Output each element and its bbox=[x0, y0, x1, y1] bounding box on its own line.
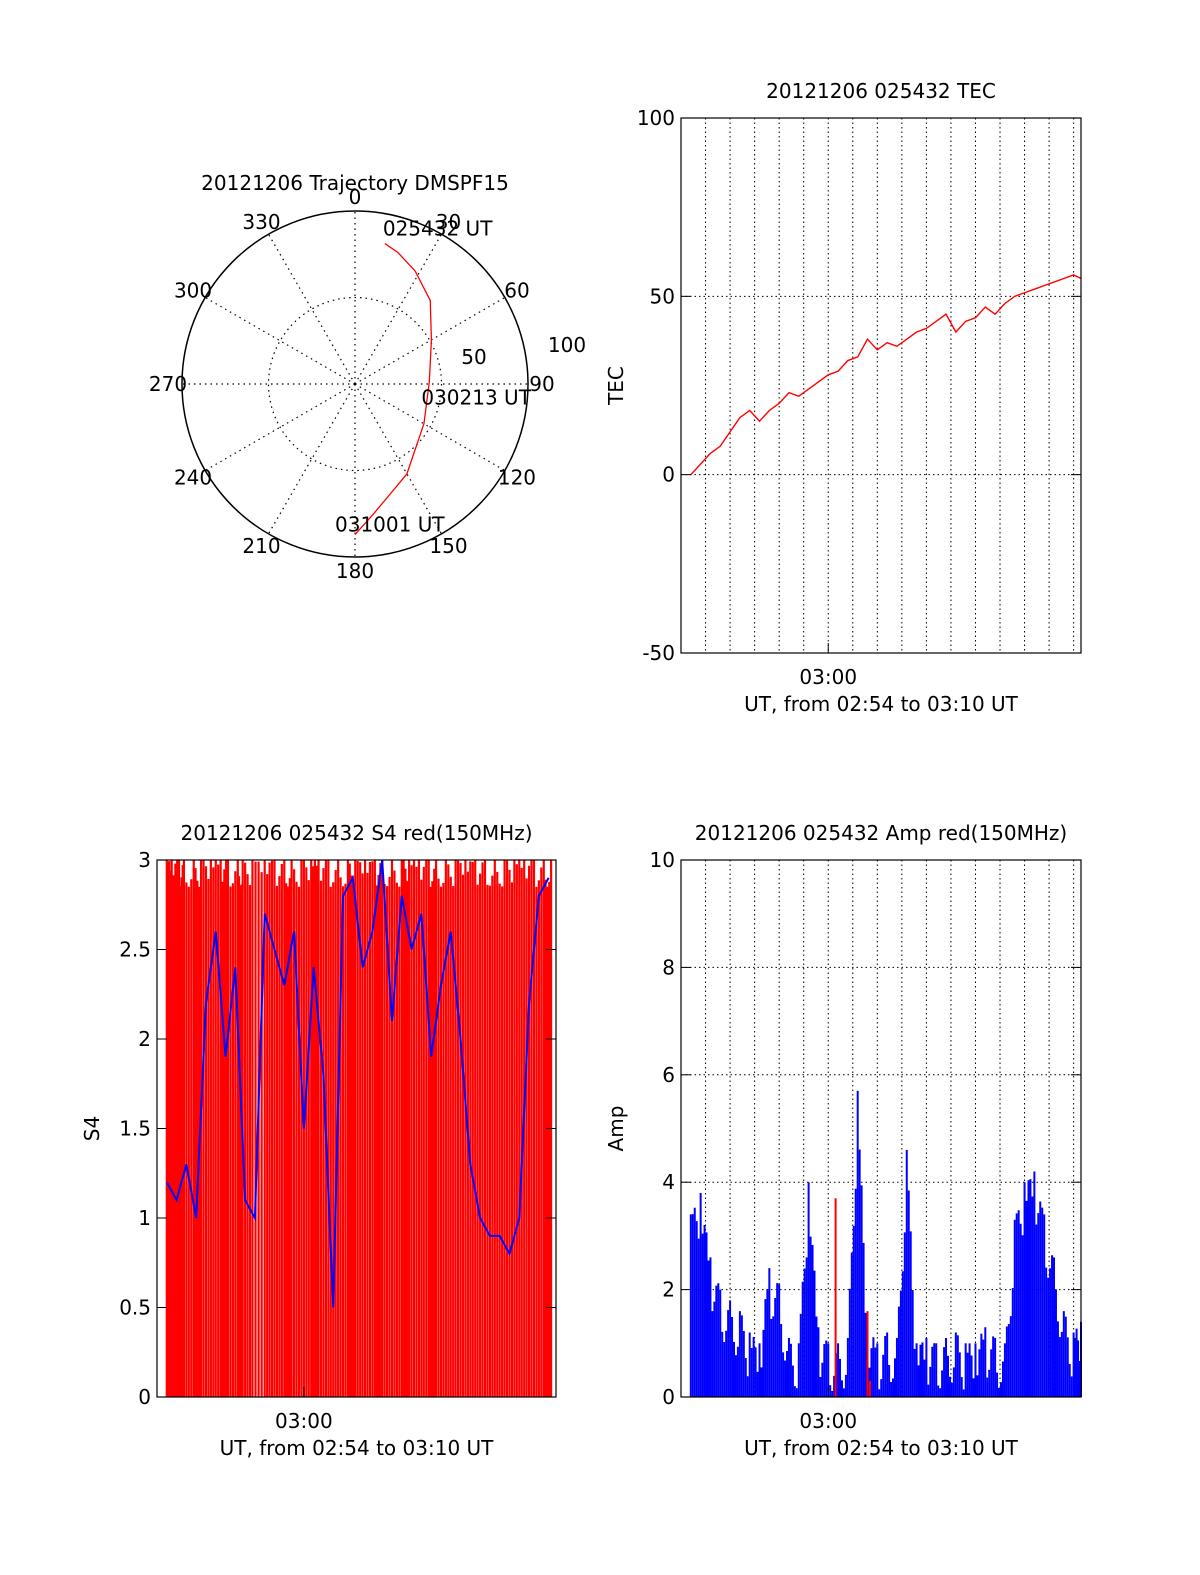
x-tick-label: 03:00 bbox=[275, 1409, 333, 1433]
polar-angle-label: 330 bbox=[242, 210, 280, 234]
plot-frame bbox=[680, 859, 1082, 1398]
x-axis-label: UT, from 02:54 to 03:10 UT bbox=[220, 1436, 495, 1460]
polar-grid-spoke bbox=[267, 233, 356, 385]
x-axis-label: UT, from 02:54 to 03:10 UT bbox=[744, 1436, 1019, 1460]
polar-angle-label: 120 bbox=[498, 466, 536, 490]
trajectory-line bbox=[354, 243, 433, 535]
plot-frame bbox=[680, 117, 1082, 654]
y-tick-label: 1 bbox=[138, 1206, 151, 1230]
polar-grid-spoke bbox=[354, 383, 443, 535]
chart-title: 20121206 025432 TEC bbox=[766, 79, 996, 103]
polar-angle-label: 0 bbox=[349, 185, 362, 209]
chart-title: 20121206 025432 Amp red(150MHz) bbox=[695, 821, 1067, 845]
polar-angle-label: 180 bbox=[336, 559, 374, 583]
polar-grid-spoke bbox=[267, 383, 356, 535]
polar-title: 20121206 Trajectory DMSPF15 bbox=[201, 171, 509, 195]
y-tick-label: 100 bbox=[637, 106, 675, 130]
x-axis-label: UT, from 02:54 to 03:10 UT bbox=[744, 692, 1019, 716]
polar-radius-label: 50 bbox=[461, 345, 486, 369]
polar-angle-label: 210 bbox=[242, 534, 280, 558]
y-tick-label: 4 bbox=[662, 1170, 675, 1194]
polar-radius-label: 100 bbox=[548, 333, 586, 357]
polar-outer-circle bbox=[181, 210, 529, 558]
y-tick-label: 1.5 bbox=[119, 1117, 151, 1141]
x-tick-label: 03:00 bbox=[799, 665, 857, 689]
tec-panel: 20121206 025432 TEC -50 0 50 100 03:00 UT, fro… bbox=[604, 79, 1082, 716]
y-tick-label: 0 bbox=[662, 463, 675, 487]
y-tick-label: -50 bbox=[642, 641, 675, 665]
polar-grid-spoke bbox=[204, 296, 356, 385]
polar-grid-circle bbox=[267, 296, 443, 472]
polar-angle-label: 60 bbox=[504, 279, 529, 303]
y-tick-label: 0 bbox=[662, 1385, 675, 1409]
polar-angle-label: 300 bbox=[174, 279, 212, 303]
y-tick-label: 8 bbox=[662, 955, 675, 979]
polar-angle-label: 30 bbox=[436, 210, 461, 234]
s4-panel: 20121206 025432 S4 red(150MHz) 0 0.5 1 1.5 2 2… bbox=[80, 821, 557, 1460]
chart-title: 20121206 025432 S4 red(150MHz) bbox=[181, 821, 533, 845]
y-tick-label: 3 bbox=[138, 848, 151, 872]
trajectory-time-label: 030213 UT bbox=[421, 385, 531, 409]
amp-panel: 20121206 025432 Amp red(150MHz) 0 2 4 6 8 10 03… bbox=[604, 821, 1082, 1460]
polar-angle-label: 240 bbox=[174, 466, 212, 490]
y-axis-label: S4 bbox=[80, 1116, 104, 1141]
y-tick-label: 10 bbox=[650, 848, 675, 872]
polar-angle-label: 90 bbox=[529, 372, 554, 396]
polar-grid-spoke bbox=[354, 296, 506, 385]
polar-grid-spoke bbox=[354, 233, 443, 385]
polar-angle-label: 150 bbox=[429, 534, 467, 558]
y-tick-label: 6 bbox=[662, 1063, 675, 1087]
y-axis-label: Amp bbox=[604, 1106, 628, 1152]
trajectory-time-label: 031001 UT bbox=[335, 513, 445, 537]
y-tick-label: 2.5 bbox=[119, 938, 151, 962]
polar-grid-spoke bbox=[354, 383, 506, 472]
y-tick-label: 2 bbox=[138, 1027, 151, 1051]
x-tick-label: 03:00 bbox=[799, 1409, 857, 1433]
series-line bbox=[690, 274, 1082, 476]
y-tick-label: 2 bbox=[662, 1278, 675, 1302]
series-line bbox=[165, 859, 550, 1308]
polar-angle-label: 270 bbox=[149, 372, 187, 396]
trajectory-time-label: 025432 UT bbox=[383, 217, 493, 241]
y-tick-label: 0 bbox=[138, 1385, 151, 1409]
y-tick-label: 50 bbox=[650, 284, 675, 308]
y-tick-label: 0.5 bbox=[119, 1296, 151, 1320]
y-axis-label: TEC bbox=[604, 366, 628, 406]
polar-grid-spoke bbox=[204, 383, 356, 472]
